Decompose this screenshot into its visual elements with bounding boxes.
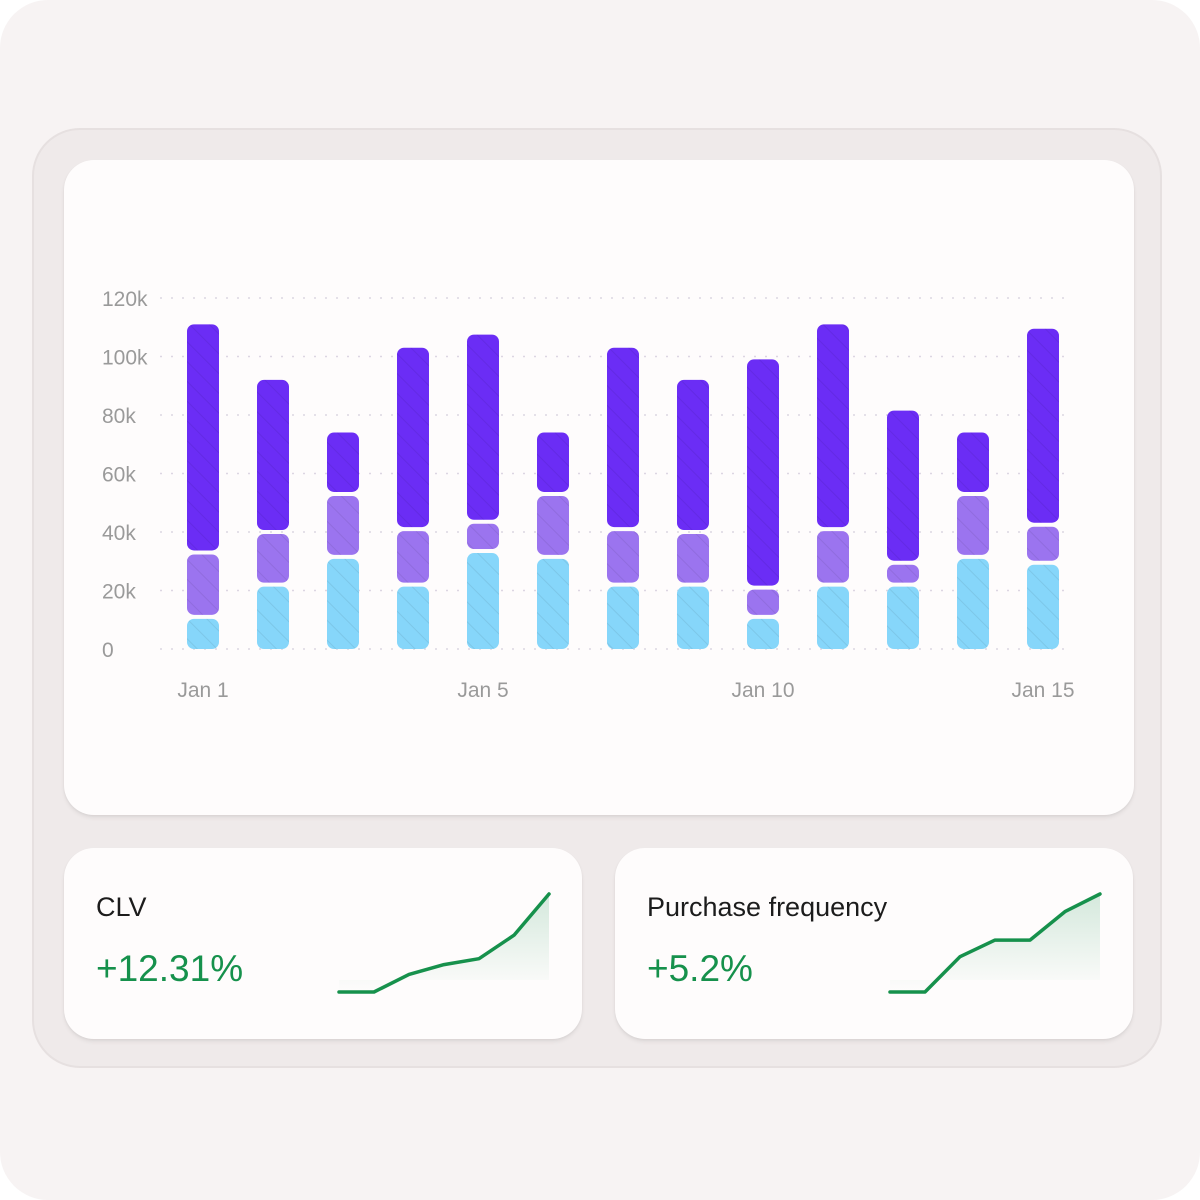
bar-hatch xyxy=(257,379,289,530)
bar-hatch xyxy=(257,586,289,649)
bar-hatch xyxy=(817,324,849,528)
bar-hatch xyxy=(677,379,709,530)
bar-hatch xyxy=(537,432,569,492)
bar-hatch xyxy=(887,410,919,561)
sparkline-area xyxy=(890,894,1100,992)
purchase-frequency-sparkline xyxy=(888,892,1102,994)
bar-hatch xyxy=(747,359,779,586)
bar-hatch xyxy=(607,531,639,583)
bar-hatch xyxy=(677,586,709,649)
y-tick-label: 100k xyxy=(102,347,148,370)
clv-value: +12.31% xyxy=(96,948,244,989)
bar-hatch xyxy=(187,554,219,615)
bar-hatch xyxy=(537,495,569,555)
y-tick-label: 80k xyxy=(102,405,136,428)
bar-hatch xyxy=(327,432,359,492)
bar-hatch xyxy=(817,586,849,649)
bar-hatch xyxy=(677,534,709,583)
bar-hatch xyxy=(1027,526,1059,561)
x-tick-label: Jan 5 xyxy=(457,679,508,702)
stacked-bar-chart-card: 0 20k 40k 60k 80k 100k 120k Jan 1 Jan 5 Jan 10 Jan… xyxy=(64,160,1134,815)
sparkline-area xyxy=(339,894,549,992)
bar-hatch xyxy=(467,523,499,550)
bar-hatch xyxy=(397,586,429,649)
stacked-bar-chart: 0 20k 40k 60k 80k 100k 120k Jan 1 Jan 5 Jan 10 Jan… xyxy=(102,288,1075,702)
x-tick-label: Jan 1 xyxy=(177,679,228,702)
bar-hatch xyxy=(397,347,429,528)
bar-hatch xyxy=(957,495,989,555)
bar-hatch xyxy=(397,531,429,583)
y-tick-label: 20k xyxy=(102,581,136,604)
bar-hatch xyxy=(957,432,989,492)
bar-hatch xyxy=(467,334,499,520)
bar-hatch xyxy=(747,618,779,649)
bar-hatch xyxy=(957,558,989,649)
bar-hatch xyxy=(257,534,289,583)
bar-hatch xyxy=(1027,328,1059,523)
purchase-frequency-card: Purchase frequency +5.2% xyxy=(615,848,1133,1039)
bar-hatch xyxy=(887,586,919,649)
bar-hatch xyxy=(327,558,359,649)
bar-hatch xyxy=(817,531,849,583)
purchase-frequency-title: Purchase frequency xyxy=(647,892,888,922)
bar-hatch xyxy=(187,324,219,551)
bar-hatch xyxy=(537,558,569,649)
clv-title: CLV xyxy=(96,892,147,922)
bar-hatch xyxy=(887,564,919,583)
sparkline-line xyxy=(888,892,1102,994)
clv-sparkline xyxy=(337,892,551,994)
bar-hatch xyxy=(327,495,359,555)
x-tick-label: Jan 10 xyxy=(731,679,794,702)
y-tick-label: 120k xyxy=(102,288,148,311)
bar-hatch xyxy=(607,586,639,649)
purchase-frequency-value: +5.2% xyxy=(647,948,753,989)
sparkline-line xyxy=(337,892,551,994)
bar-hatch xyxy=(1027,564,1059,649)
y-tick-label: 0 xyxy=(102,639,114,662)
bar-hatch xyxy=(467,553,499,649)
bar-hatch xyxy=(187,618,219,649)
clv-card: CLV +12.31% xyxy=(64,848,582,1039)
bar-hatch xyxy=(607,347,639,528)
bar-hatch xyxy=(747,589,779,615)
x-tick-label: Jan 15 xyxy=(1011,679,1074,702)
y-tick-label: 40k xyxy=(102,522,136,545)
y-tick-label: 60k xyxy=(102,464,136,487)
